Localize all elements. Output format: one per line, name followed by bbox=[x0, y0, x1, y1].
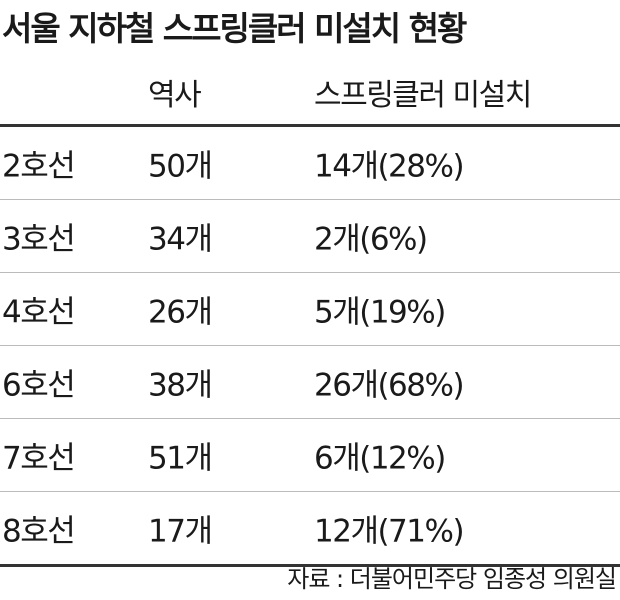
table-row: 2호선 50개 14개(28%) bbox=[0, 127, 620, 200]
table-row-cell: 6호선 bbox=[2, 367, 76, 404]
table-row-cell: 38개 bbox=[148, 367, 213, 404]
table-row-cell: 51개 bbox=[148, 440, 213, 477]
table-row-cell: 14개(28%) bbox=[314, 148, 465, 185]
table-row-cell: 2개(6%) bbox=[314, 221, 428, 258]
table-row: 4호선 26개 5개(19%) bbox=[0, 273, 620, 346]
table-row: 3호선 34개 2개(6%) bbox=[0, 200, 620, 273]
table-row: 6호선 38개 26개(68%) bbox=[0, 346, 620, 419]
source: 자료 : 더불어민주당 임종성 의원실 bbox=[287, 565, 617, 593]
table-row-cell: 26개(68%) bbox=[314, 367, 465, 404]
table: 역사 스프링클러 미설치 2호선 50개 14개(28%) 3호선 34개 2개(6%) 4호선… bbox=[0, 60, 620, 567]
table-row: 7호선 51개 6개(12%) bbox=[0, 419, 620, 492]
header-row-cell: 스프링클러 미설치 bbox=[314, 78, 532, 113]
table-row-cell: 17개 bbox=[148, 513, 213, 550]
table-row-cell: 6개(12%) bbox=[314, 440, 446, 477]
table-row-cell: 4호선 bbox=[2, 294, 76, 331]
title: 서울 지하철 스프링클러 미설치 현황 bbox=[2, 9, 467, 48]
table-row-cell: 50개 bbox=[148, 148, 213, 185]
table-row-cell: 2호선 bbox=[2, 148, 76, 185]
table-row-cell: 34개 bbox=[148, 221, 213, 258]
table-row-cell: 12개(71%) bbox=[314, 513, 465, 550]
table-row-cell: 5개(19%) bbox=[314, 294, 446, 331]
table-row: 8호선 17개 12개(71%) bbox=[0, 492, 620, 567]
header-row: 역사 스프링클러 미설치 bbox=[0, 60, 620, 127]
table-row-cell: 26개 bbox=[148, 294, 213, 331]
table-row-cell: 7호선 bbox=[2, 440, 76, 477]
table-row-cell: 3호선 bbox=[2, 221, 76, 258]
header-row-cell: 역사 bbox=[148, 78, 202, 113]
table-row-cell: 8호선 bbox=[2, 513, 76, 550]
